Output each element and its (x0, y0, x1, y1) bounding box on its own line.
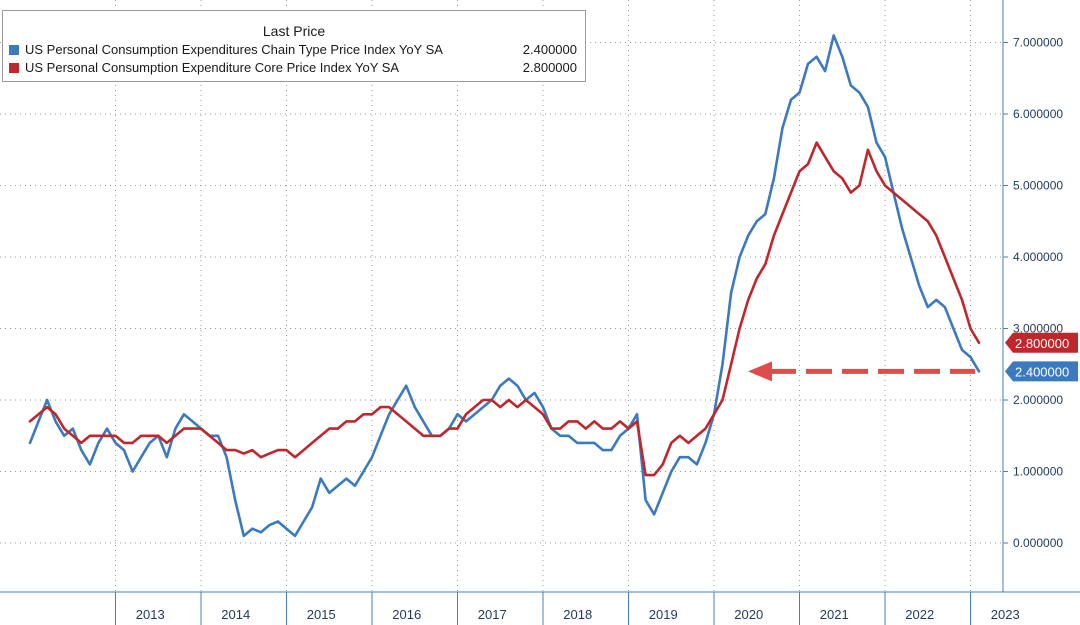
last-value-tag-bg (1005, 361, 1078, 382)
y-axis: 0.000000 1.000000 2.000000 3.000000 4.000000… (1002, 0, 1063, 592)
legend-item-value: 2.400000 (522, 42, 577, 57)
y-tick-label: 6.000000 (1013, 107, 1063, 121)
gridlines (0, 0, 1003, 592)
series-lines (28, 34, 981, 538)
x-tick-label: 2021 (820, 607, 849, 622)
x-tick-label: 2016 (392, 607, 421, 622)
headline-pce-line (28, 34, 981, 538)
x-tick-label: 2015 (307, 607, 336, 622)
legend-item-value: 2.800000 (522, 60, 577, 75)
arrow-head-icon (748, 361, 772, 382)
y-tick-label: 0.000000 (1013, 536, 1063, 550)
legend-title: Last Price (262, 23, 326, 39)
x-tick-label: 2014 (221, 607, 250, 622)
legend-swatch-red (9, 63, 19, 73)
x-tick-label: 2019 (649, 607, 678, 622)
legend-swatch-blue (9, 45, 19, 55)
y-tick-label: 1.000000 (1013, 465, 1063, 479)
x-axis: 2013 2014 2015 2016 2017 2018 2019 2020 2021 2022… (0, 591, 1080, 625)
core-pce-line (28, 141, 981, 477)
last-value-tag-core: 2.800000 (1005, 332, 1078, 353)
y-tick-label: 7.000000 (1013, 36, 1063, 50)
last-value-tag-headline: 2.400000 (1005, 361, 1078, 382)
legend-item-label: US Personal Consumption Expenditure Core… (25, 60, 400, 75)
y-tick-label: 2.000000 (1013, 393, 1063, 407)
y-tick-label: 3.000000 (1013, 322, 1063, 336)
x-tick-label: 2017 (478, 607, 507, 622)
x-tick-label: 2022 (905, 607, 934, 622)
x-tick-label: 2023 (991, 607, 1020, 622)
y-tick-label: 5.000000 (1013, 179, 1063, 193)
last-value-tag-label: 2.800000 (1015, 336, 1069, 351)
y-tick-label: 4.000000 (1013, 250, 1063, 264)
legend-item-headline-pce: US Personal Consumption Expenditures Cha… (9, 42, 577, 58)
x-tick-label: 2013 (136, 607, 165, 622)
legend-item-core-pce: US Personal Consumption Expenditure Core… (9, 60, 577, 76)
annotations: 2.400000 2.800000 (748, 332, 1078, 382)
last-value-tag-label: 2.400000 (1015, 364, 1069, 379)
x-tick-label: 2020 (734, 607, 763, 622)
chart-legend: Last Price US Personal Consumption Expen… (2, 10, 586, 82)
x-tick-label: 2018 (563, 607, 592, 622)
last-value-tag-bg (1005, 332, 1078, 353)
legend-item-label: US Personal Consumption Expenditures Cha… (25, 42, 443, 57)
